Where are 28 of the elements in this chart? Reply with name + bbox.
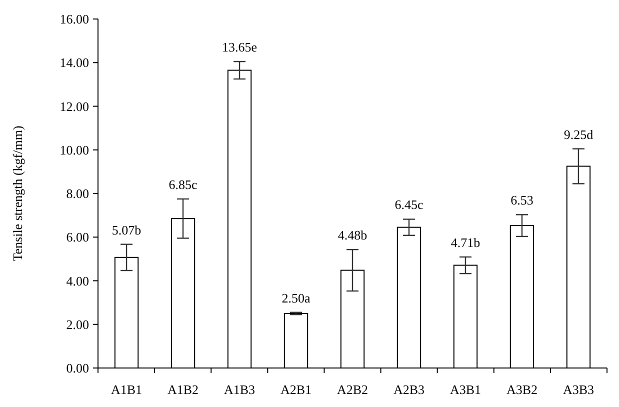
x-tick-label: A2B1 [280, 382, 312, 397]
data-label: 2.50a [282, 290, 310, 306]
data-label: 4.48b [338, 228, 368, 243]
y-tick-label: 10.00 [60, 142, 89, 158]
x-tick-label: A1B2 [167, 382, 199, 397]
y-tick-label: 2.00 [66, 316, 89, 332]
x-tick-label: A3B3 [562, 382, 594, 397]
data-label: 6.45c [394, 197, 424, 212]
x-tick-label: A2B3 [393, 382, 425, 397]
data-label: 13.65e [222, 40, 258, 55]
data-label: 4.71b [450, 234, 480, 250]
x-tick-label: A3B2 [506, 382, 538, 397]
data-label: 6.53 [510, 192, 534, 208]
y-tick-label: 12.00 [60, 98, 89, 114]
x-tick-label: A2B2 [336, 382, 368, 397]
y-tick-label: 8.00 [66, 186, 89, 202]
x-tick-label: A3B1 [450, 382, 482, 397]
data-label: 6.85c [168, 176, 198, 192]
x-tick-label: A1B1 [111, 382, 142, 397]
y-tick-label: 16.00 [60, 12, 89, 27]
y-tick-label: 14.00 [60, 55, 89, 70]
y-tick-label: 0.00 [66, 360, 89, 376]
x-tick-label: A1B3 [224, 382, 256, 397]
y-tick-label: 4.00 [66, 273, 89, 288]
y-axis-title: Tensile strength (kgf/mm) [10, 126, 25, 262]
y-tick-label: 6.00 [66, 230, 89, 245]
data-label: 5.07b [112, 222, 142, 238]
data-label: 9.25d [564, 126, 594, 142]
